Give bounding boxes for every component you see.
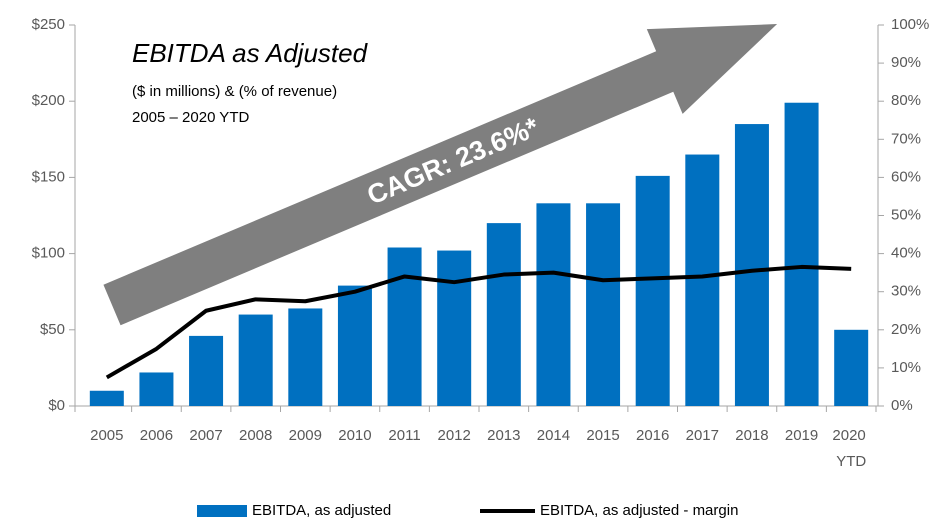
y2-tick-label: 60% <box>891 168 921 185</box>
y2-tick-label: 10% <box>891 359 921 376</box>
bar <box>337 285 372 406</box>
subtitle: 2005 – 2020 YTD <box>132 109 249 126</box>
y2-tick-label: 100% <box>891 16 929 33</box>
bar <box>586 203 621 406</box>
x-tick-label: 2016 <box>636 427 669 444</box>
chart-title: EBITDA as Adjusted <box>132 38 369 68</box>
y2-tick-label: 20% <box>891 321 921 338</box>
bar <box>734 124 769 406</box>
bar <box>635 175 670 406</box>
subtitle: ($ in millions) & (% of revenue) <box>132 83 337 100</box>
plot: $0 $50 $100 $150 $200 $250 0% 10% 20% 30% 40% 50% 60… <box>32 16 930 470</box>
bar <box>834 329 869 406</box>
annotation: CAGR: 23.6%* <box>363 112 544 211</box>
x-tick-label: 2015 <box>586 427 619 444</box>
bar <box>685 154 720 406</box>
y-tick-label: $50 <box>40 321 65 338</box>
bar <box>139 372 174 406</box>
y-tick-label: $150 <box>32 168 65 185</box>
x-tick-label: 2005 <box>90 427 123 444</box>
y2-tick-label: 0% <box>891 397 913 414</box>
x-tick-label: 2012 <box>438 427 471 444</box>
bar <box>89 390 124 406</box>
y2-tick-label: 30% <box>891 283 921 300</box>
y2-tick-label: 40% <box>891 245 921 262</box>
y-tick-label: $250 <box>32 16 65 33</box>
bar <box>784 102 819 406</box>
x-tick-label: 2010 <box>338 427 371 444</box>
x-tick-label: 2009 <box>289 427 322 444</box>
x-tick-label: 2011 <box>388 427 420 444</box>
x-tick-label: 2017 <box>686 427 719 444</box>
bar <box>486 223 521 406</box>
y2-tick-label: 70% <box>891 130 921 147</box>
arrow-shape <box>103 24 778 326</box>
bar <box>288 308 323 406</box>
x-tick-label: 2007 <box>189 427 222 444</box>
y2-tick-label: 90% <box>891 54 921 71</box>
x-tick-label: 2013 <box>487 427 520 444</box>
bar <box>238 314 273 406</box>
y-tick-label: $200 <box>32 92 65 109</box>
bar <box>387 247 422 406</box>
bar <box>536 203 571 406</box>
y2-tick-label: 50% <box>891 206 921 223</box>
y-tick-label: $0 <box>48 397 65 414</box>
x-tick-label: 2014 <box>537 427 570 444</box>
legend-label: EBITDA, as adjusted - margin <box>540 502 738 519</box>
legend-label: EBITDA, as adjusted <box>252 502 391 519</box>
y-tick-label: $100 <box>32 245 65 262</box>
bar <box>437 250 472 406</box>
line <box>105 264 852 380</box>
legend-swatch <box>197 505 247 517</box>
x-tick-label: 2020 YTD <box>832 427 870 470</box>
bar <box>189 335 224 406</box>
y2-tick-label: 80% <box>891 92 921 109</box>
x-tick-label: 2019 <box>785 427 818 444</box>
x-tick-label: 2018 <box>735 427 768 444</box>
x-tick-label: 2008 <box>239 427 272 444</box>
x-tick-label: 2006 <box>140 427 173 444</box>
